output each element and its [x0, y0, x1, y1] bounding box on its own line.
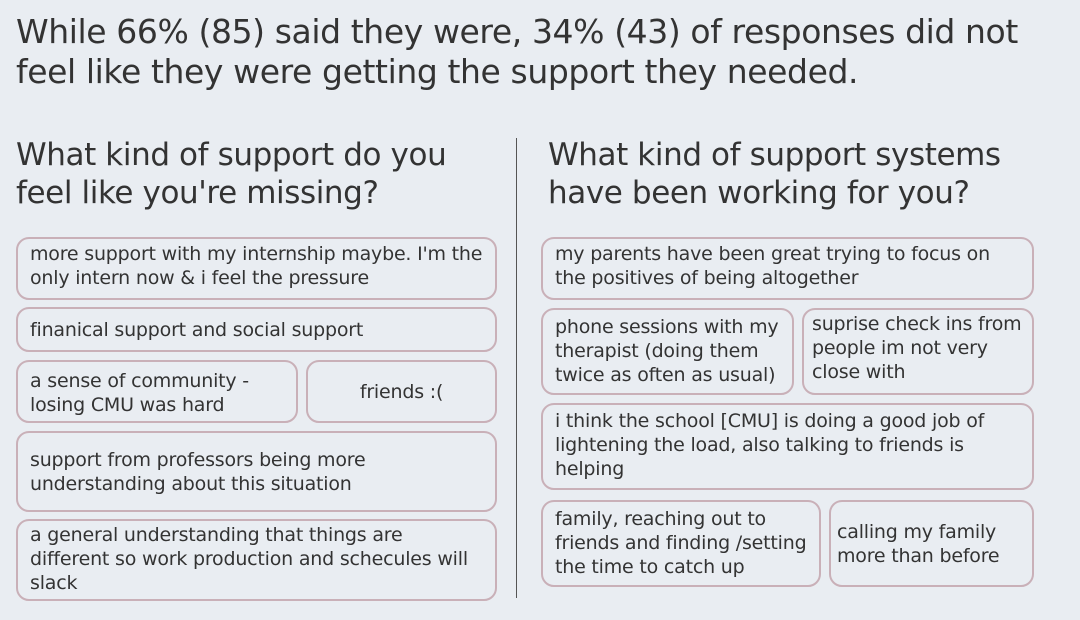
working-response-card: my parents have been great trying to foc… [541, 237, 1034, 300]
working-response-card: i think the school [CMU] is doing a good… [541, 403, 1034, 490]
headline: While 66% (85) said they were, 34% (43) … [16, 12, 1018, 91]
missing-response-card: finanical support and social support [16, 307, 497, 352]
working-support-title: What kind of support systems have been w… [548, 137, 1001, 211]
working-response-card: phone sessions with my therapist (doing … [541, 308, 794, 395]
missing-response-card: friends :( [306, 360, 497, 423]
working-response-card: suprise check ins from people im not ver… [802, 308, 1034, 395]
missing-response-card: support from professors being more under… [16, 431, 497, 512]
working-response-card: calling my family more than before [829, 500, 1034, 587]
working-response-card: family, reaching out to friends and find… [541, 500, 821, 587]
missing-response-card: a general understanding that things are … [16, 519, 497, 601]
missing-support-title: What kind of support do you feel like yo… [16, 137, 447, 211]
missing-response-card: a sense of community - losing CMU was ha… [16, 360, 298, 423]
column-divider [516, 138, 517, 598]
missing-response-card: more support with my internship maybe. I… [16, 237, 497, 300]
